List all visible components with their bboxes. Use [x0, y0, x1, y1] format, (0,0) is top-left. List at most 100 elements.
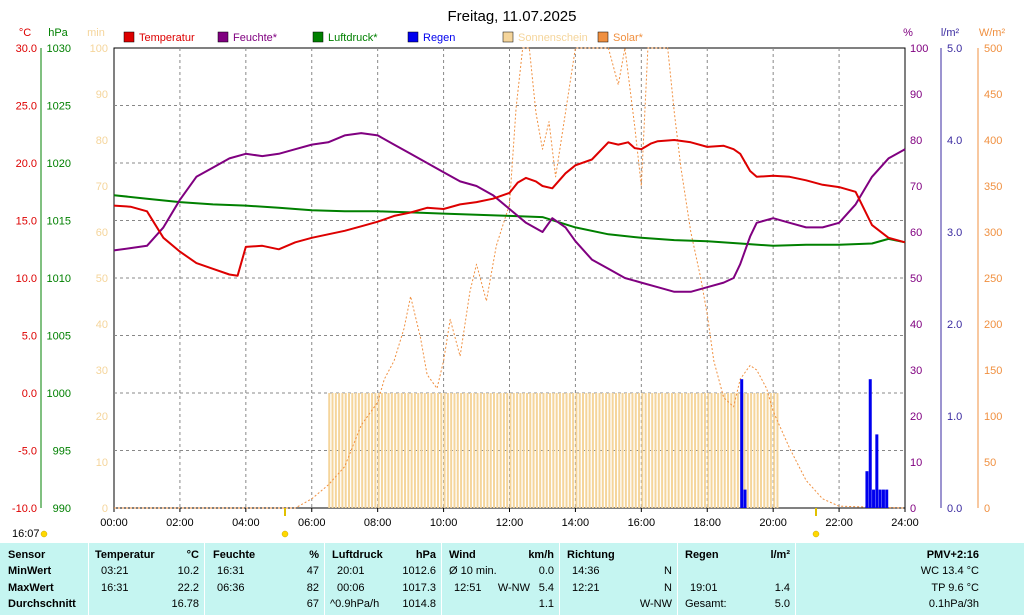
sunshine-bar — [334, 393, 337, 508]
x-axis-tick-label: 04:00 — [232, 517, 260, 529]
right-axis-tick-label: 200 — [984, 319, 1002, 331]
right-axis-tick-label: 350 — [984, 181, 1002, 193]
sun-icons — [40, 508, 820, 538]
sunshine-bar — [496, 393, 499, 508]
stats-wind-header: Wind — [449, 549, 476, 561]
stats-cell: 1017.3 — [402, 582, 436, 594]
sunshine-bar — [374, 393, 377, 508]
stats-cell: WC 13.4 °C — [920, 565, 979, 577]
sunshine-bar — [338, 393, 341, 508]
sunshine-bar — [562, 393, 565, 508]
left-axis-tick-label: 990 — [53, 503, 71, 515]
sunshine-bar — [440, 393, 443, 508]
sunshine-bar — [476, 393, 479, 508]
right-axis-tick-label: 0.0 — [947, 503, 962, 515]
left-axis-tick-label: 90 — [96, 89, 108, 101]
right-axis-tick-label: 20 — [910, 411, 922, 423]
stats-row-label: MaxWert — [8, 582, 54, 594]
stats-cell: 1014.8 — [402, 598, 436, 610]
x-axis-tick-label: 22:00 — [825, 517, 853, 529]
sunshine-bar — [532, 393, 535, 508]
stats-cell: 1.1 — [538, 598, 554, 610]
sunshine-bar — [367, 393, 370, 508]
right-axis-tick-label: 60 — [910, 227, 922, 239]
legend-swatch — [312, 31, 324, 43]
sunshine-bar — [591, 393, 594, 508]
right-axis-tick-label: 0 — [984, 503, 990, 515]
axis-unit-label: hPa — [48, 27, 68, 39]
sunshine-bar — [387, 393, 390, 508]
axis-unit-label: l/m² — [941, 27, 960, 39]
legend-swatch — [597, 31, 609, 43]
right-axis-tick-label: 4.0 — [947, 135, 962, 147]
sunshine-bar — [371, 393, 374, 508]
sunshine-bar — [743, 393, 746, 508]
sunshine-bar — [413, 393, 416, 508]
stats-cell: 1.4 — [774, 582, 790, 594]
rain-bar — [740, 379, 744, 508]
stats-cell: 22.2 — [177, 582, 199, 594]
x-axis-tick-label: 06:00 — [298, 517, 326, 529]
stats-cell: 16.78 — [171, 598, 199, 610]
sunshine-bar — [773, 393, 776, 508]
plot-area — [113, 47, 906, 509]
sunshine-bar — [529, 393, 532, 508]
x-axis-tick-label: 20:00 — [759, 517, 787, 529]
left-axis-ticks: -10.0 -5.0 0.0 5.0 10.0 15.0 20.0 25.0 30.0 990 99… — [12, 43, 108, 515]
sunshine-bar — [601, 393, 604, 508]
sunshine-bar — [348, 393, 351, 508]
left-axis-tick-label: 1010 — [47, 273, 71, 285]
stats-cell: 0.1hPa/3h — [928, 598, 979, 610]
sunshine-bar — [664, 393, 667, 508]
x-axis-tick-label: 10:00 — [430, 517, 458, 529]
stats-cell: 1012.6 — [402, 565, 436, 577]
sunshine-bar — [690, 393, 693, 508]
right-axis-tick-label: 70 — [910, 181, 922, 193]
sunshine-bar — [727, 393, 730, 508]
sunshine-bar — [631, 393, 634, 508]
sunshine-bar — [618, 393, 621, 508]
stats-pmv-header: PMV+2:16 — [926, 549, 979, 561]
left-axis-tick-label: -10.0 — [12, 503, 37, 515]
sunshine-bar — [361, 393, 364, 508]
stats-cell: Gesamt: — [685, 598, 727, 610]
left-axis-tick-label: 1020 — [47, 158, 71, 170]
left-axis-tick-label: 10.0 — [16, 273, 37, 285]
sunshine-bar — [644, 393, 647, 508]
x-axis-tick-label: 14:00 — [562, 517, 590, 529]
left-axis-tick-label: 50 — [96, 273, 108, 285]
temperatur-series-line — [113, 139, 906, 277]
sun-icon — [281, 530, 289, 538]
right-axis-tick-label: 30 — [910, 365, 922, 377]
right-axis-tick-label: 500 — [984, 43, 1002, 55]
sunshine-bar — [598, 393, 601, 508]
stats-regen-header: Regen — [685, 549, 719, 561]
sunshine-bar — [380, 393, 383, 508]
sunshine-bar — [404, 393, 407, 508]
stats-sensor-column: Sensor MinWert MaxWert Durchschnitt — [0, 543, 88, 615]
sunshine-bar — [763, 393, 766, 508]
sunshine-bar — [703, 393, 706, 508]
right-axis-tick-label: 450 — [984, 89, 1002, 101]
sunshine-bar — [595, 393, 598, 508]
sunshine-bar — [443, 393, 446, 508]
sunshine-bar — [354, 393, 357, 508]
sunshine-bar — [390, 393, 393, 508]
sunshine-bar — [759, 393, 762, 508]
stats-cell: 47 — [306, 565, 319, 577]
stats-cell: 82 — [306, 582, 319, 594]
sunshine-bar — [545, 393, 548, 508]
sunshine-bar — [542, 393, 545, 508]
right-axis-tick-label: 90 — [910, 89, 922, 101]
right-axis-tick-label: 100 — [984, 411, 1002, 423]
stats-cell: 16:31 — [217, 565, 245, 577]
stats-pmv-column: PMV+2:16 WC 13.4 °C TP 9.6 °C 0.1hPa/3h — [795, 543, 1024, 615]
sunshine-bar — [357, 393, 360, 508]
stats-cell: 03:21 — [101, 565, 129, 577]
sunshine-bar — [502, 393, 505, 508]
axis-unit-label: °C — [19, 27, 31, 39]
stats-luftdruck-header: Luftdruck — [332, 549, 383, 561]
sunshine-bar — [417, 393, 420, 508]
sunshine-bar — [466, 393, 469, 508]
sunshine-bar — [344, 393, 347, 508]
